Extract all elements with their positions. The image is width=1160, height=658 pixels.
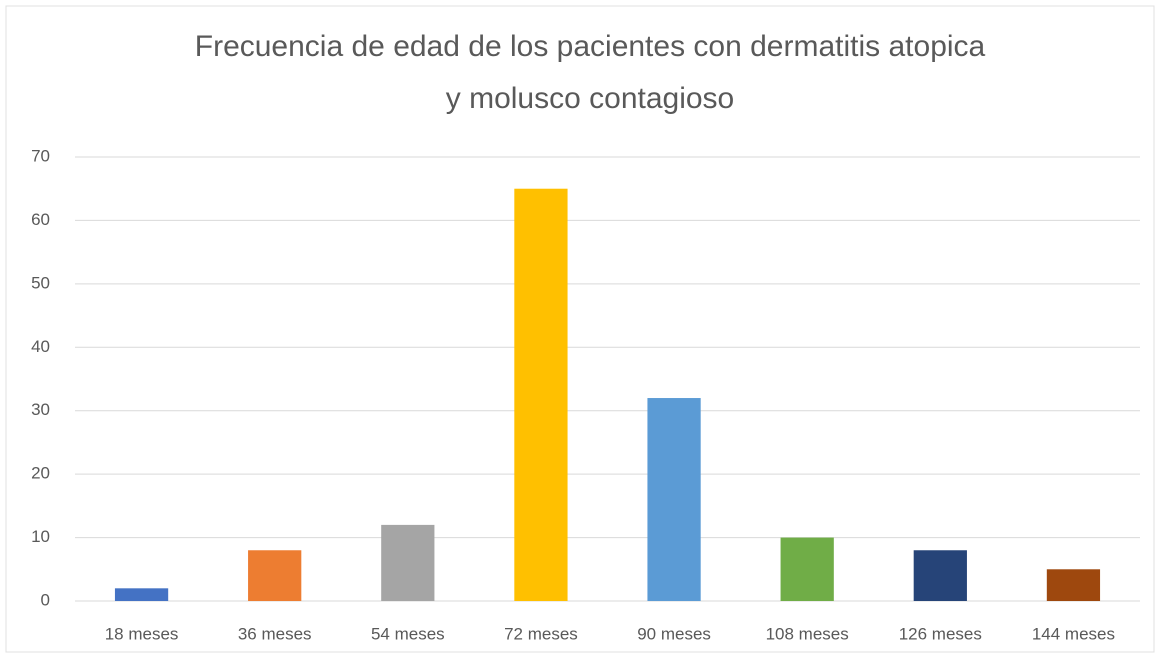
x-tick-label: 54 meses — [371, 624, 445, 643]
bar — [647, 398, 701, 601]
y-tick-label: 0 — [41, 590, 50, 609]
y-tick-label: 60 — [31, 210, 50, 229]
x-tick-label: 144 meses — [1032, 624, 1115, 643]
bar — [780, 537, 834, 601]
x-tick-label: 18 meses — [105, 624, 179, 643]
chart-title: Frecuencia de edad de los pacientes con … — [195, 30, 986, 63]
y-tick-label: 10 — [31, 527, 50, 546]
x-tick-label: 36 meses — [238, 624, 312, 643]
y-tick-label: 70 — [31, 146, 50, 165]
y-tick-label: 40 — [31, 337, 50, 356]
y-tick-label: 50 — [31, 273, 50, 292]
bar — [1046, 569, 1101, 601]
x-tick-label: 72 meses — [504, 624, 578, 643]
bar — [248, 550, 302, 601]
x-tick-label: 108 meses — [766, 624, 849, 643]
chart-frame — [5, 5, 1155, 653]
bar — [114, 588, 169, 601]
bar — [514, 188, 568, 601]
x-tick-label: 126 meses — [899, 624, 982, 643]
x-tick-label: 90 meses — [637, 624, 711, 643]
y-tick-label: 30 — [31, 400, 50, 419]
bar — [381, 524, 435, 601]
bar — [913, 550, 967, 601]
y-tick-label: 20 — [31, 464, 50, 483]
chart-title: y molusco contagioso — [446, 82, 735, 115]
